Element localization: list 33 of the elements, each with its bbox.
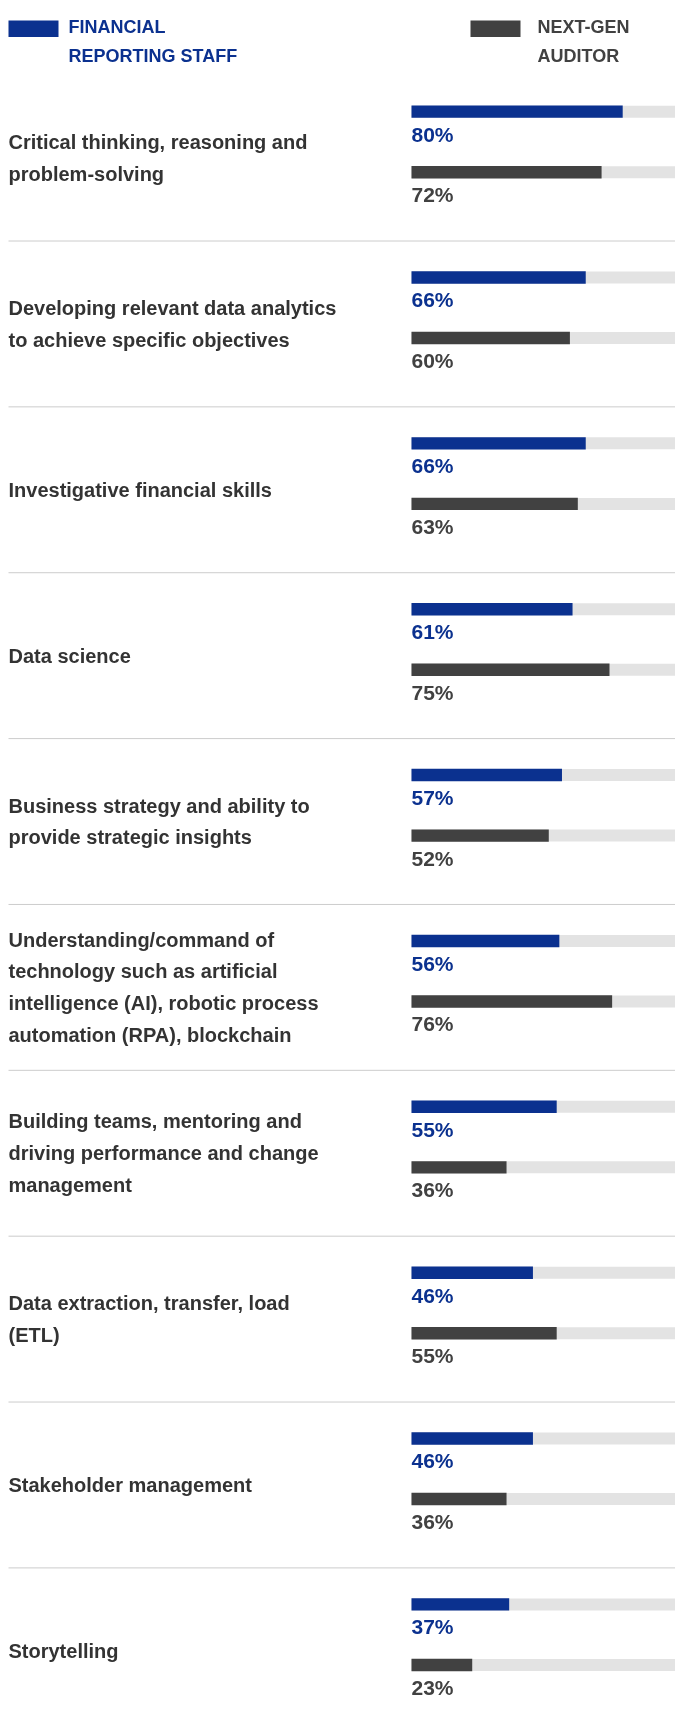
data-label: 76%	[411, 1012, 454, 1036]
data-label: 37%	[411, 1615, 454, 1639]
y-tick-label: Storytelling	[8, 1639, 119, 1662]
y-tick-label: Developing relevant data analytics to achieve specific objectives	[8, 296, 337, 351]
y-tick-label: Investigative financial skills	[8, 478, 272, 501]
y-tick-label: Building teams, mentoring and driving performance and change management	[8, 1110, 319, 1197]
data-label: 66%	[411, 288, 454, 312]
y-tick-label: Understanding/command of technology such as artificial intelligence (AI), robotic process automation (RPA), blockchain	[8, 928, 319, 1047]
data-label: 46%	[411, 1449, 454, 1473]
legend-label: NEXT-GEN AUDITOR	[537, 17, 630, 67]
data-label: 57%	[411, 785, 454, 809]
data-label: 52%	[411, 846, 454, 870]
data-label: 63%	[411, 514, 454, 538]
data-label: 60%	[411, 348, 454, 372]
data-label: 23%	[411, 1675, 454, 1699]
data-label: 61%	[411, 620, 454, 644]
y-tick-label: Critical thinking, reasoning and problem-solving	[8, 131, 308, 186]
data-label: 75%	[411, 680, 454, 704]
y-tick-label: Data extraction, transfer, load (ETL)	[8, 1292, 290, 1347]
data-label: 72%	[411, 183, 454, 207]
y-tick-label: Data science	[8, 644, 131, 667]
data-label: 36%	[411, 1509, 454, 1533]
legend-label: FINANCIAL REPORTING STAFF	[68, 17, 238, 67]
bar	[411, 1658, 473, 1672]
data-label: 80%	[411, 122, 454, 146]
data-label: 55%	[411, 1344, 454, 1368]
y-tick-label: Stakeholder management	[8, 1473, 253, 1496]
y-tick-label: Business strategy and ability to provide strategic insights	[8, 794, 310, 849]
data-label: 46%	[411, 1283, 454, 1307]
data-label: 56%	[411, 951, 454, 975]
data-label: 55%	[411, 1117, 454, 1141]
data-label: 66%	[411, 454, 454, 478]
data-label: 36%	[411, 1178, 454, 1202]
